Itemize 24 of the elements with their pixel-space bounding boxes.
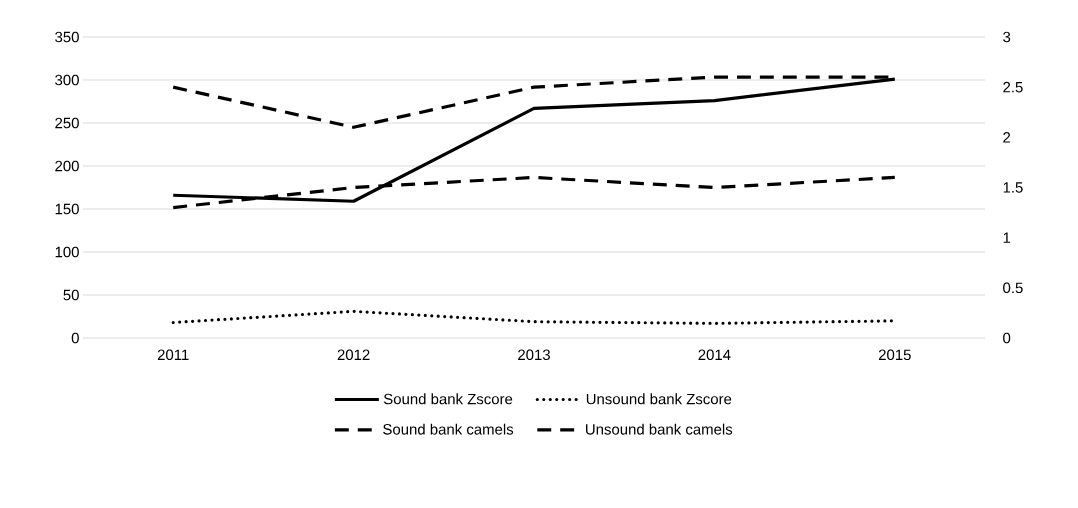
x-tick-label: 2013 (518, 349, 550, 361)
legend-label: Unsound bank Zscore (586, 393, 732, 405)
y2-tick-label: 2 (1003, 132, 1011, 143)
legend-label: Sound bank Zscore (383, 393, 513, 405)
y-tick-label: 150 (55, 203, 79, 215)
legend-label: Sound bank camels (383, 423, 514, 435)
y2-tick-label: 1.5 (1003, 182, 1023, 193)
y-tick-label: 300 (55, 74, 79, 86)
y2-tick-label: 1 (1003, 232, 1011, 243)
x-tick-label: 2014 (698, 349, 731, 361)
y2-tick-label: 3 (1003, 31, 1011, 43)
y-tick-label: 200 (55, 160, 79, 172)
legend-label: Unsound bank camels (586, 423, 733, 435)
y-tick-label: 100 (55, 246, 79, 258)
x-tick-label: 2012 (337, 349, 370, 361)
y-tick-label: 0 (71, 332, 79, 344)
y-tick-label: 50 (63, 289, 79, 301)
y-tick-label: 350 (55, 31, 79, 43)
y2-tick-label: 0 (1003, 332, 1011, 344)
y2-tick-label: 2.5 (1003, 81, 1023, 93)
y2-tick-label: 0.5 (1003, 282, 1023, 294)
y-tick-label: 250 (55, 117, 79, 129)
x-tick-label: 2011 (157, 349, 189, 361)
x-tick-label: 2015 (878, 349, 911, 361)
